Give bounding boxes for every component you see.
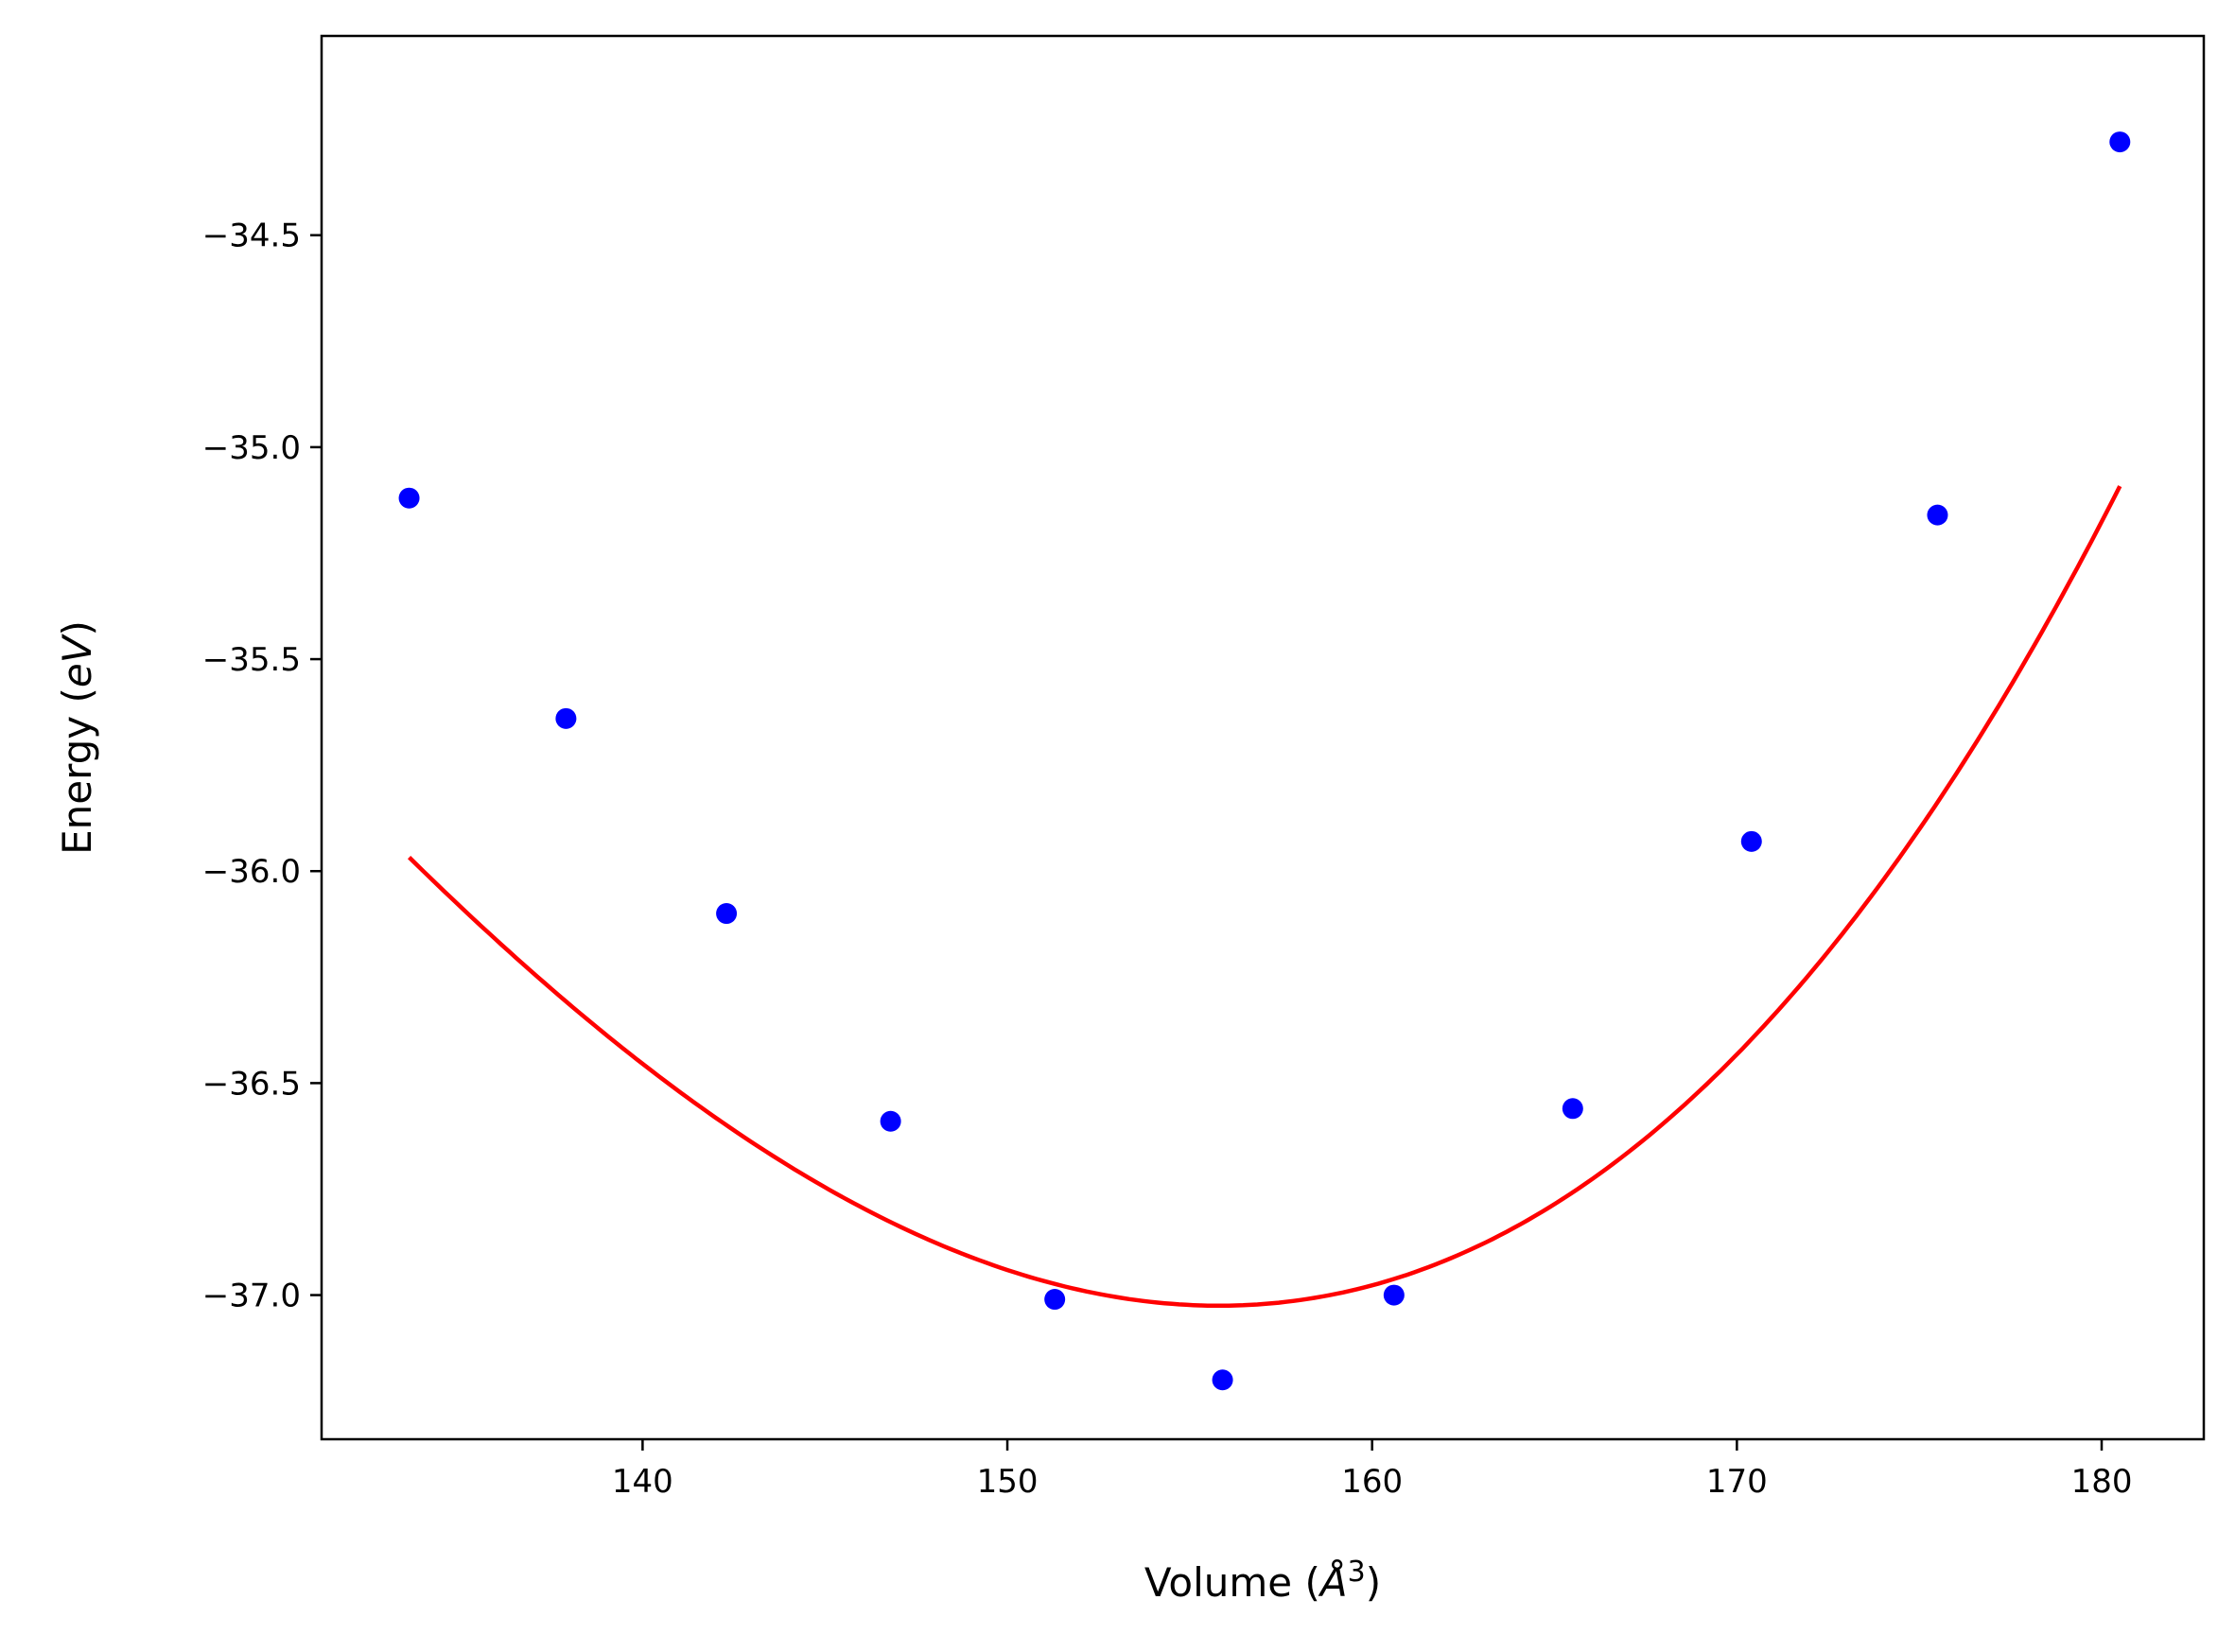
data-point bbox=[398, 487, 420, 509]
y-tick-label: −34.5 bbox=[202, 217, 301, 255]
y-tick-label: −35.5 bbox=[202, 641, 301, 679]
data-point bbox=[1740, 830, 1762, 852]
fit-curve bbox=[408, 485, 2122, 1309]
x-tick-label: 170 bbox=[1706, 1463, 1768, 1501]
ticks: 140 150 160 170 180 −34.5 −35.0 −35.5 −36.0 −36.5… bbox=[202, 217, 2133, 1501]
x-axis-label-exponent: 3 bbox=[1348, 1556, 1366, 1589]
x-tick-label: 180 bbox=[2071, 1463, 2133, 1501]
y-axis-label-suffix: ) bbox=[54, 620, 100, 635]
x-axis-label: Volume (Å3) bbox=[1144, 1556, 1381, 1606]
data-point bbox=[1562, 1098, 1583, 1120]
x-axis-label-symbol: Å bbox=[1318, 1558, 1348, 1606]
x-axis-label-suffix: ) bbox=[1366, 1559, 1381, 1606]
plot-area bbox=[398, 131, 2131, 1391]
x-axis-label-prefix: Volume ( bbox=[1144, 1559, 1320, 1606]
data-point bbox=[880, 1110, 901, 1132]
y-axis-label-unit: eV bbox=[54, 633, 100, 687]
data-point bbox=[1044, 1289, 1066, 1311]
y-axis-label: Energy (eV) bbox=[54, 620, 100, 855]
x-tick-label: 140 bbox=[612, 1463, 673, 1501]
y-axis-label-prefix: Energy ( bbox=[54, 687, 100, 855]
y-tick-label: −36.5 bbox=[202, 1065, 301, 1103]
data-point bbox=[555, 707, 577, 729]
data-point bbox=[1212, 1369, 1233, 1391]
y-tick-label: −37.0 bbox=[202, 1278, 301, 1315]
data-point bbox=[1383, 1284, 1405, 1306]
x-tick-label: 160 bbox=[1341, 1463, 1403, 1501]
data-point bbox=[1927, 504, 1948, 526]
axes-frame bbox=[320, 34, 2206, 1441]
data-point bbox=[2109, 131, 2131, 153]
x-tick-label: 150 bbox=[977, 1463, 1039, 1501]
y-tick-label: −35.0 bbox=[202, 429, 301, 467]
y-tick-label: −36.0 bbox=[202, 853, 301, 891]
data-point bbox=[716, 903, 738, 925]
